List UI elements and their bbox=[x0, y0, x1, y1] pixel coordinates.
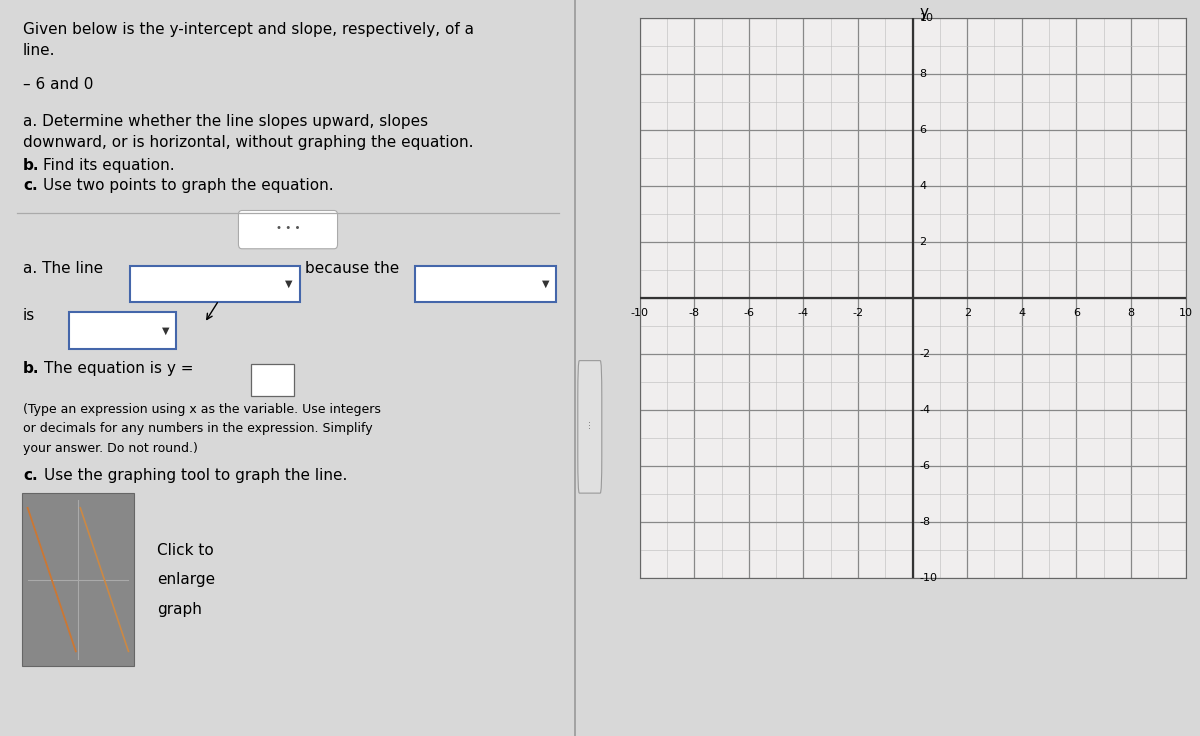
Text: Find its equation.: Find its equation. bbox=[43, 158, 175, 172]
FancyBboxPatch shape bbox=[239, 210, 337, 249]
Text: 2: 2 bbox=[964, 308, 971, 318]
Text: -4: -4 bbox=[919, 405, 930, 415]
Text: 4: 4 bbox=[919, 181, 926, 191]
Bar bbox=[130, 266, 300, 302]
Text: 8: 8 bbox=[919, 69, 926, 79]
Text: 8: 8 bbox=[1128, 308, 1134, 318]
Text: Click to: Click to bbox=[157, 542, 214, 558]
Text: -4: -4 bbox=[798, 308, 809, 318]
Text: -2: -2 bbox=[852, 308, 864, 318]
Text: -8: -8 bbox=[689, 308, 700, 318]
Text: line.: line. bbox=[23, 43, 55, 57]
Text: graph: graph bbox=[157, 601, 202, 617]
Text: 10: 10 bbox=[919, 13, 934, 24]
Bar bbox=[251, 364, 294, 396]
FancyBboxPatch shape bbox=[578, 361, 601, 493]
Text: a. The line: a. The line bbox=[23, 261, 103, 276]
Bar bbox=[22, 493, 134, 666]
Text: • • •: • • • bbox=[276, 223, 300, 233]
Text: -10: -10 bbox=[919, 573, 937, 583]
Text: 4: 4 bbox=[1019, 308, 1025, 318]
Text: 6: 6 bbox=[1073, 308, 1080, 318]
Text: -10: -10 bbox=[631, 308, 648, 318]
Bar bbox=[415, 266, 556, 302]
Text: -8: -8 bbox=[919, 517, 930, 527]
Text: (Type an expression using x as the variable. Use integers: (Type an expression using x as the varia… bbox=[23, 403, 380, 417]
Text: a. Determine whether the line slopes upward, slopes: a. Determine whether the line slopes upw… bbox=[23, 114, 428, 129]
Text: Use two points to graph the equation.: Use two points to graph the equation. bbox=[43, 178, 334, 193]
Text: 10: 10 bbox=[1178, 308, 1193, 318]
Bar bbox=[70, 312, 175, 349]
Text: b.: b. bbox=[23, 158, 40, 172]
Text: y: y bbox=[919, 5, 929, 21]
Text: ▼: ▼ bbox=[541, 279, 550, 289]
Text: downward, or is horizontal, without graphing the equation.: downward, or is horizontal, without grap… bbox=[23, 135, 474, 149]
Text: The equation is y =: The equation is y = bbox=[44, 361, 194, 375]
Text: c.: c. bbox=[23, 468, 37, 483]
Text: because the: because the bbox=[305, 261, 400, 276]
Text: – 6 and 0: – 6 and 0 bbox=[23, 77, 94, 92]
Text: Use the graphing tool to graph the line.: Use the graphing tool to graph the line. bbox=[44, 468, 348, 483]
Text: 6: 6 bbox=[919, 125, 926, 135]
Text: -2: -2 bbox=[919, 349, 930, 359]
Text: or decimals for any numbers in the expression. Simplify: or decimals for any numbers in the expre… bbox=[23, 422, 373, 436]
Text: Given below is the y-intercept and slope, respectively, of a: Given below is the y-intercept and slope… bbox=[23, 22, 474, 37]
Text: ▼: ▼ bbox=[162, 325, 169, 336]
Text: ▼: ▼ bbox=[286, 279, 293, 289]
Text: -6: -6 bbox=[743, 308, 755, 318]
Text: ⁝: ⁝ bbox=[588, 422, 592, 432]
Text: b.: b. bbox=[23, 361, 40, 375]
Text: -6: -6 bbox=[919, 461, 930, 471]
Text: enlarge: enlarge bbox=[157, 572, 215, 587]
Text: 2: 2 bbox=[919, 237, 926, 247]
Text: your answer. Do not round.): your answer. Do not round.) bbox=[23, 442, 198, 455]
Text: is: is bbox=[23, 308, 35, 322]
Text: c.: c. bbox=[23, 178, 37, 193]
